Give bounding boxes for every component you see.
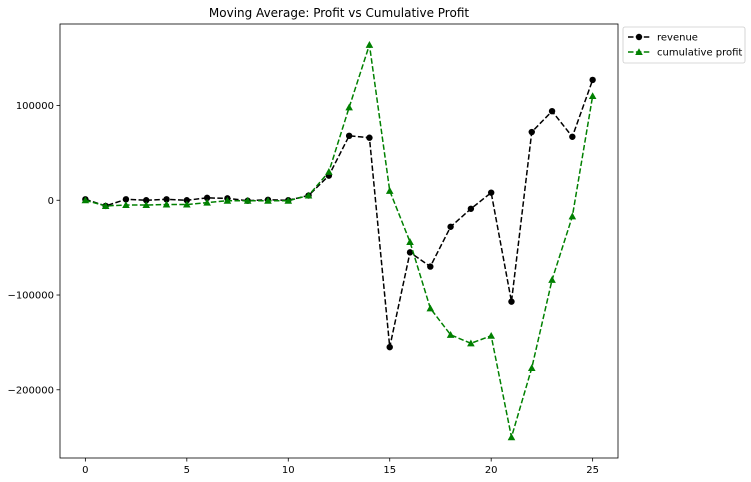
x-tick-label-10: 10 (282, 465, 295, 476)
data-point-1-22 (527, 364, 536, 372)
data-point-0-20 (487, 189, 495, 196)
plot-area (81, 41, 597, 441)
data-point-0-14 (366, 134, 373, 141)
data-point-0-3 (143, 197, 150, 204)
data-point-1-21 (507, 433, 516, 441)
data-point-0-15 (386, 343, 393, 351)
data-point-1-25 (588, 92, 597, 100)
x-tick-label-0: 0 (82, 465, 88, 476)
data-point-1-19 (467, 339, 475, 347)
data-point-1-9 (264, 196, 272, 204)
data-point-1-14 (365, 41, 374, 48)
data-point-0-4 (163, 196, 170, 203)
data-point-1-6 (203, 198, 211, 206)
data-point-1-5 (183, 200, 191, 208)
x-tick-label-15: 15 (383, 465, 396, 476)
data-point-1-23 (548, 276, 556, 283)
x-tick-label-25: 25 (586, 465, 599, 476)
x-tick-label-20: 20 (485, 465, 498, 476)
chart-title: Moving Average: Profit vs Cumulative Pro… (209, 6, 469, 20)
data-point-1-1 (101, 202, 110, 209)
data-point-1-2 (122, 201, 130, 209)
data-point-1-15 (385, 186, 394, 194)
legend-marker-0 (635, 33, 643, 41)
data-point-0-13 (345, 132, 353, 140)
data-point-1-16 (406, 238, 414, 245)
data-point-1-4 (162, 200, 171, 208)
data-point-0-23 (548, 107, 556, 115)
data-point-0-24 (569, 133, 576, 140)
data-point-0-22 (528, 128, 535, 136)
data-point-1-11 (304, 191, 313, 199)
y-tick-label-1: −100000 (7, 291, 54, 302)
data-point-1-10 (284, 196, 293, 204)
data-point-0-18 (447, 223, 454, 230)
series-line-0 (85, 79, 594, 348)
data-point-0-19 (467, 205, 475, 212)
legend-label-0: revenue (657, 33, 698, 44)
y-tick-label-2: 0 (48, 196, 54, 207)
data-point-1-20 (487, 331, 495, 339)
data-point-1-12 (325, 168, 333, 175)
y-tick-label-0: −200000 (7, 385, 54, 396)
data-point-1-7 (223, 196, 232, 204)
legend-label-1: cumulative profit (657, 48, 742, 59)
data-point-1-13 (345, 103, 353, 111)
legend-box (622, 26, 746, 64)
plot-frame (59, 23, 619, 459)
data-point-1-17 (426, 304, 435, 312)
data-point-0-16 (406, 249, 414, 256)
data-point-1-18 (446, 331, 455, 338)
x-tick-label-5: 5 (184, 465, 190, 476)
data-point-1-3 (142, 201, 151, 209)
data-point-0-25 (589, 76, 596, 84)
legend: revenue cumulative profit (622, 26, 746, 64)
data-point-0-6 (203, 194, 211, 202)
data-point-0-21 (508, 298, 515, 305)
data-point-1-0 (81, 196, 90, 204)
data-point-0-5 (183, 197, 191, 204)
axes: 0 5 10 15 20 25 −200000 −100000 0 100000 (7, 23, 619, 476)
series-line-1 (85, 44, 594, 438)
data-point-1-24 (568, 212, 577, 220)
y-tick-label-3: 100000 (16, 101, 54, 112)
data-point-0-17 (427, 263, 434, 270)
legend-marker-1 (635, 48, 643, 56)
data-point-1-8 (243, 196, 252, 204)
data-point-0-2 (122, 196, 130, 203)
